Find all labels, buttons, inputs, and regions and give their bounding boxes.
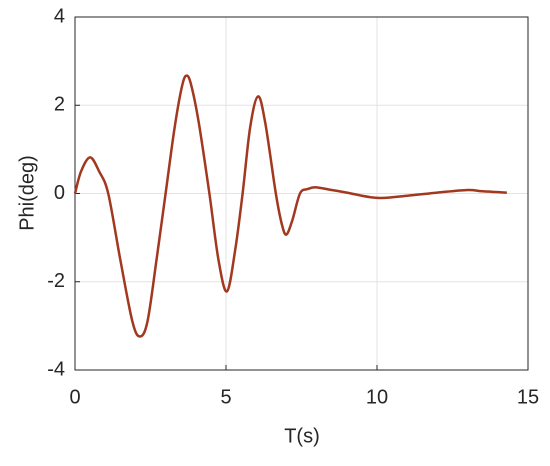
x-tick-label: 5 [220, 386, 231, 408]
x-tick-label: 0 [69, 386, 80, 408]
y-tick-label: 4 [54, 5, 65, 27]
y-tick-label: 2 [54, 94, 65, 116]
x-tick-label: 10 [366, 386, 388, 408]
x-tick-label: 15 [517, 386, 539, 408]
y-tick-label: 0 [54, 182, 65, 204]
y-tick-label: -2 [47, 270, 65, 292]
data-line [73, 74, 507, 338]
x-axis-label: T(s) [284, 425, 320, 447]
y-tick-label: -4 [47, 358, 65, 380]
y-axis-label: Phi(deg) [16, 155, 38, 231]
